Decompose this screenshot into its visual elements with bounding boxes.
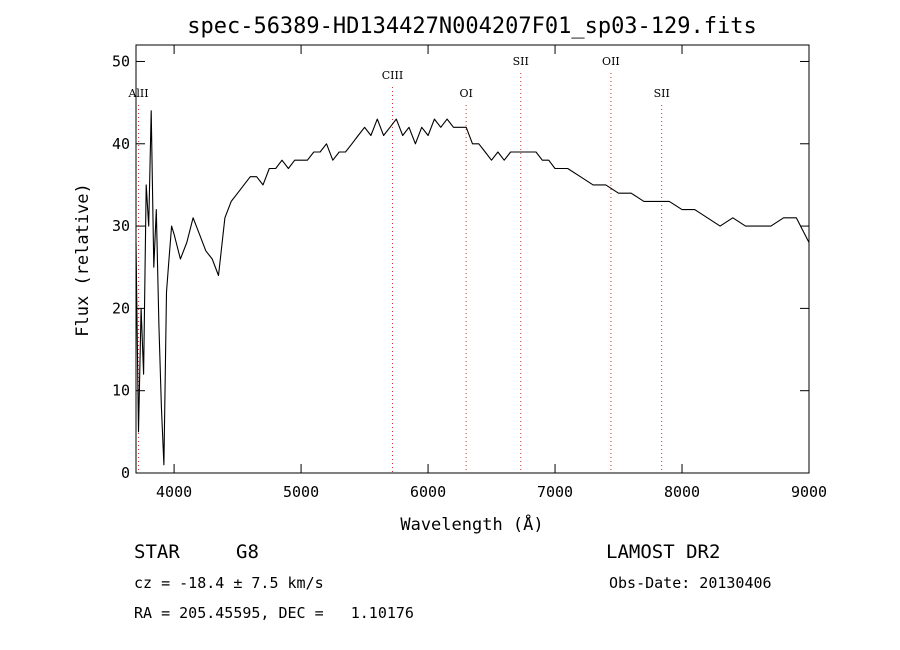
chart-title: spec-56389-HD134427N004207F01_sp03-129.f…: [187, 14, 757, 39]
redshift-cz: cz = -18.4 ± 7.5 km/s: [134, 574, 324, 592]
coordinates: RA = 205.45595, DEC = 1.10176: [134, 604, 414, 622]
object-type: STAR: [134, 541, 180, 563]
line-marker-label: CIII: [382, 69, 403, 82]
y-tick-label: 20: [112, 299, 130, 317]
line-marker-label: OI: [459, 87, 472, 100]
spectral-subclass: G8: [236, 541, 259, 563]
y-tick-label: 40: [112, 135, 130, 153]
plot-frame: [135, 44, 810, 474]
x-tick-label: 4000: [156, 483, 192, 501]
y-tick-label: 0: [121, 464, 130, 482]
y-tick-label: 10: [112, 382, 130, 400]
line-marker-label: AlII: [127, 87, 148, 100]
x-tick-label: 7000: [537, 483, 573, 501]
y-axis-label: Flux (relative): [73, 183, 93, 337]
survey-name: LAMOST DR2: [606, 541, 721, 563]
observation-date: Obs-Date: 20130406: [609, 574, 772, 592]
plot-area: 4000 5000 6000 7000 8000 9000 0 10 20 30 40 50 AlII C…: [112, 44, 827, 501]
spectrum-line: [135, 110, 810, 466]
x-tick-label: 5000: [283, 483, 319, 501]
line-marker-label: SII: [654, 87, 670, 100]
x-tick-label: 6000: [410, 483, 446, 501]
x-tick-label: 8000: [664, 483, 700, 501]
line-marker-label: OII: [602, 55, 620, 68]
x-axis-label: Wavelength (Å): [400, 513, 543, 535]
y-tick-label: 30: [112, 217, 130, 235]
y-tick-label: 50: [112, 52, 130, 70]
line-marker-label: SII: [513, 55, 529, 68]
x-tick-label: 9000: [791, 483, 827, 501]
